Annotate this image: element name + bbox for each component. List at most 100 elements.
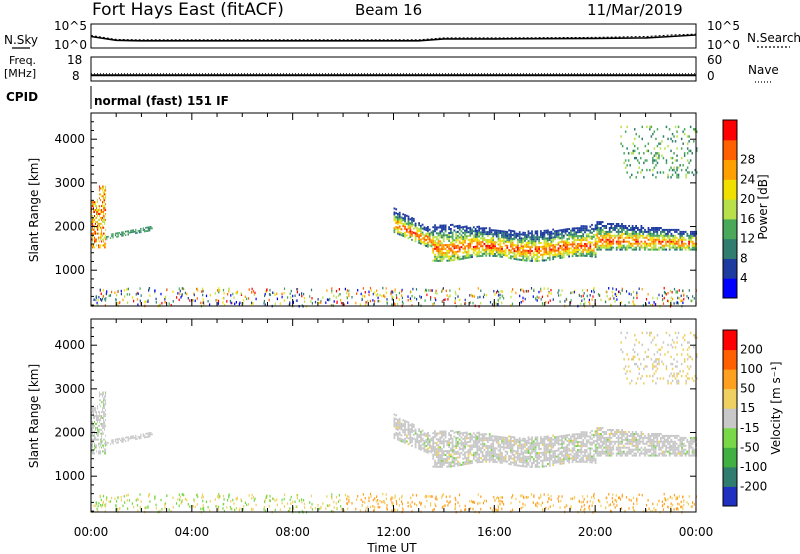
power-noise-cell — [273, 291, 275, 295]
power-cell — [668, 246, 671, 249]
velocity-cell — [538, 448, 540, 451]
velocity-cell — [562, 460, 565, 463]
velocity-cell — [474, 434, 477, 436]
power-noise-cell — [154, 291, 156, 294]
velocity-cell — [430, 445, 433, 448]
power-cell — [585, 229, 588, 232]
power-noise-cell — [343, 303, 345, 306]
power-cell — [96, 238, 97, 241]
power-cell — [540, 249, 542, 252]
power-cell — [453, 225, 456, 228]
power-cell — [600, 234, 602, 237]
velocity-noise-cell — [181, 493, 183, 496]
power-cell — [607, 223, 609, 225]
velocity-cell — [94, 417, 95, 419]
power-cell — [580, 229, 583, 232]
velocity-cell — [112, 442, 114, 445]
power-cell — [608, 236, 611, 239]
velocity-cell — [444, 440, 447, 443]
velocity-cell — [98, 411, 100, 414]
power-noise-cell — [543, 287, 545, 290]
power-cell — [117, 235, 119, 238]
power-cell — [450, 224, 452, 226]
power-noise-cell — [584, 301, 586, 305]
power-cell — [511, 247, 514, 250]
power-cell — [596, 236, 599, 239]
power-cell — [420, 230, 422, 233]
power-cell — [457, 254, 459, 257]
power-noise-cell — [360, 292, 362, 296]
power-noise-cell — [608, 287, 610, 290]
power-cell — [100, 193, 102, 196]
velocity-cell — [442, 462, 445, 464]
velocity-cell — [404, 420, 406, 423]
beam-label: Beam 16 — [355, 1, 422, 19]
velocity-cell — [101, 434, 103, 437]
velocity-cell — [101, 428, 103, 431]
velocity-noise-cell — [545, 506, 547, 510]
power-cell — [670, 137, 672, 141]
power-cell — [573, 239, 576, 242]
power-cell — [667, 144, 669, 148]
power-noise-cell — [236, 290, 238, 294]
power-cell — [462, 235, 465, 238]
power-cell — [622, 240, 625, 243]
velocity-cell — [451, 461, 454, 464]
power-noise-cell — [541, 302, 544, 305]
power-cell — [532, 254, 535, 256]
velocity-cell — [517, 448, 519, 451]
velocity-cell — [469, 432, 472, 435]
velocity-cell — [502, 446, 505, 449]
power-cell — [693, 232, 696, 235]
power-noise-cell — [671, 290, 673, 294]
power-cell — [634, 128, 636, 131]
velocity-noise-cell — [294, 500, 296, 503]
power-cell — [464, 247, 466, 250]
velocity-cell — [104, 422, 106, 425]
power-cell — [607, 246, 609, 249]
power-cell — [652, 161, 654, 165]
power-noise-cell — [290, 289, 292, 293]
power-cell — [483, 229, 486, 232]
velocity-cell — [95, 428, 96, 431]
velocity-cell — [536, 462, 539, 464]
power-cell — [656, 152, 659, 155]
power-noise-cell — [512, 288, 514, 291]
power-cell — [665, 238, 667, 241]
velocity-cell — [412, 423, 415, 426]
velocity-noise-cell — [263, 508, 265, 511]
power-cell — [610, 248, 613, 251]
velocity-cell — [541, 459, 544, 462]
power-cell — [465, 229, 468, 232]
velocity-cell — [131, 437, 133, 439]
velocity-noise-cell — [472, 500, 475, 504]
velocity-cell — [562, 462, 565, 465]
power-cell — [517, 238, 519, 241]
power-noise-cell — [374, 300, 376, 303]
power-noise-cell — [209, 293, 211, 297]
power-noise-cell — [686, 295, 688, 298]
power-cell — [665, 242, 667, 245]
power-cell — [545, 259, 548, 262]
power-cell — [439, 254, 442, 256]
velocity-cell — [93, 438, 94, 441]
power-cell — [534, 236, 537, 239]
velocity-cell — [517, 438, 519, 441]
power-noise-cell — [344, 287, 346, 291]
velocity-cell — [117, 438, 119, 440]
power-cell — [552, 238, 555, 241]
velocity-cell — [404, 424, 406, 426]
power-cell — [103, 238, 105, 241]
power-cell — [105, 228, 107, 231]
power-noise-cell — [547, 294, 549, 298]
power-cell — [510, 255, 512, 258]
velocity-cell — [501, 461, 503, 464]
velocity-noise-cell — [493, 496, 495, 499]
power-cell — [520, 247, 523, 250]
power-cell — [527, 246, 530, 248]
power-cell — [464, 239, 466, 242]
velocity-noise-cell — [435, 495, 437, 499]
velocity-noise-cell — [273, 497, 275, 501]
power-cell — [99, 224, 101, 227]
